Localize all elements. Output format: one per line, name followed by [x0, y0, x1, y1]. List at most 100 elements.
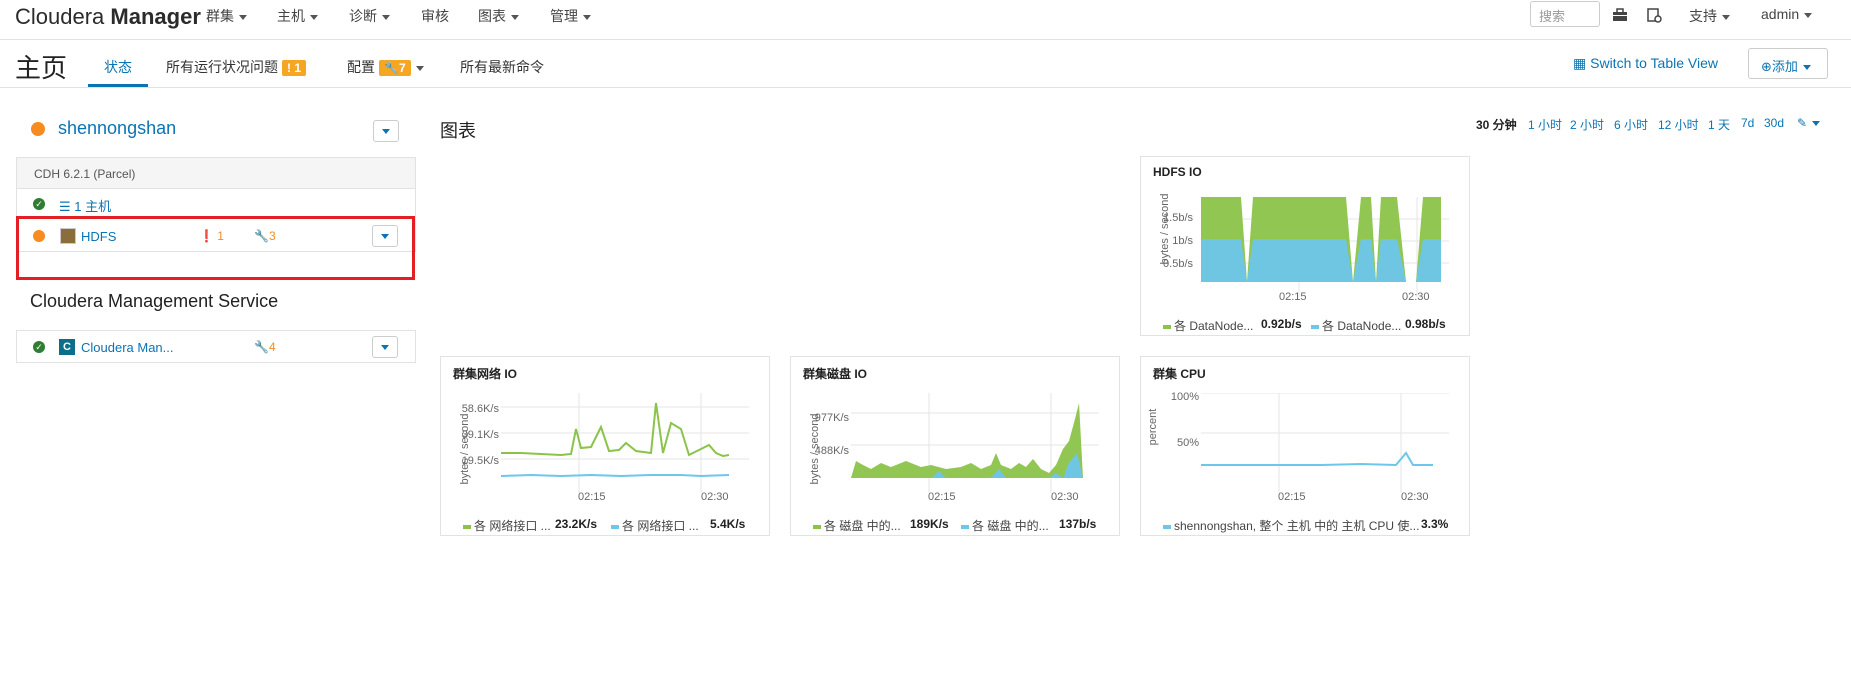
chevron-down-icon	[511, 14, 519, 20]
chevron-down-icon	[1812, 121, 1821, 127]
wrench-icon: 🔧	[384, 61, 399, 75]
pencil-icon: ✎	[1797, 116, 1808, 130]
chart-card-network-io[interactable]: 群集网络 IO bytes / second 58.6K/s 39.1K/s 1…	[440, 356, 770, 536]
table-icon: ▦	[1573, 55, 1587, 71]
time-range-30m[interactable]: 30 分钟	[1476, 118, 1517, 132]
brand-logo[interactable]: Cloudera Manager	[15, 4, 201, 29]
line-series-2	[501, 473, 730, 478]
x-tick: 02:15	[578, 491, 606, 503]
service-row-cms: ✓ C Cloudera Man... 🔧4	[16, 330, 416, 363]
area-series-2	[1201, 239, 1441, 282]
time-range-2h[interactable]: 2 小时	[1570, 118, 1605, 132]
hosts-row: ✓ ☰ 1 主机	[16, 188, 416, 218]
cms-title: Cloudera Management Service	[30, 291, 279, 311]
legend-item: 各 网络接口 ...	[611, 517, 699, 534]
hdfs-config-issues[interactable]: 🔧3	[254, 229, 276, 243]
chevron-down-icon	[382, 129, 390, 134]
y-tick: 0.5b/s	[1163, 258, 1193, 270]
time-range-12h[interactable]: 12 小时	[1658, 118, 1699, 132]
health-issues-badge: ! 1	[282, 60, 307, 76]
y-tick: 19.5K/s	[461, 455, 499, 467]
tab-recent-commands[interactable]: 所有最新命令	[460, 59, 544, 75]
chart-card-cpu[interactable]: 群集 CPU percent 100% 50% 02:15 02:30 shen…	[1140, 356, 1470, 536]
cms-link[interactable]: Cloudera Man...	[81, 340, 174, 355]
time-range-1d[interactable]: 1 天	[1708, 118, 1731, 132]
legend-value: 23.2K/s	[555, 517, 598, 531]
time-range-1h[interactable]: 1 小时	[1528, 118, 1563, 132]
service-status-icon	[33, 230, 45, 242]
legend-swatch	[1163, 324, 1171, 329]
charts-section-title: 图表	[440, 121, 476, 141]
hosts-link[interactable]: ☰ 1 主机	[59, 199, 112, 214]
menu-admin[interactable]: 管理	[550, 6, 591, 26]
tab-status[interactable]: 状态	[104, 59, 132, 75]
tab-health-issues[interactable]: 所有运行状况问题! 1	[166, 57, 307, 77]
chart-plot-area	[501, 393, 749, 493]
legend-swatch	[611, 524, 619, 529]
hdfs-link[interactable]: HDFS	[81, 229, 117, 244]
y-tick: 1.5b/s	[1163, 212, 1193, 224]
time-range-30d[interactable]: 30d	[1764, 116, 1785, 130]
edit-time-range[interactable]: ✎	[1797, 116, 1821, 130]
legend-swatch	[463, 524, 471, 529]
y-tick: 100%	[1170, 391, 1199, 403]
briefcase-icon[interactable]	[1612, 8, 1628, 22]
switch-table-view-link[interactable]: ▦ Switch to Table View	[1573, 55, 1719, 71]
active-tab-indicator	[88, 84, 148, 87]
x-tick: 02:30	[1402, 291, 1430, 303]
chevron-down-icon	[1722, 14, 1730, 20]
hdfs-icon	[60, 228, 76, 244]
legend-value: 189K/s	[910, 517, 949, 531]
highlight-box	[16, 216, 415, 280]
time-range-6h[interactable]: 6 小时	[1614, 118, 1649, 132]
exclamation-circle-icon: ❗	[199, 229, 214, 243]
menu-clusters[interactable]: 群集	[206, 6, 247, 26]
y-tick: 1b/s	[1172, 235, 1193, 247]
search-input[interactable]: 搜索	[1530, 1, 1600, 27]
chevron-down-icon	[415, 65, 424, 71]
y-tick: 58.6K/s	[461, 403, 499, 415]
hdfs-actions-dropdown[interactable]	[372, 225, 398, 247]
menu-user[interactable]: admin	[1761, 6, 1813, 22]
legend-swatch	[813, 524, 821, 529]
menu-support[interactable]: 支持	[1689, 6, 1730, 26]
exclamation-icon: !	[287, 61, 291, 75]
chart-plot-area	[851, 393, 1099, 493]
add-button[interactable]: ⊕添加	[1748, 48, 1828, 79]
commands-icon[interactable]	[1646, 7, 1662, 23]
chevron-down-icon	[310, 14, 318, 20]
check-icon: ✓	[33, 198, 45, 210]
chevron-down-icon	[381, 345, 389, 350]
chart-card-disk-io[interactable]: 群集磁盘 IO bytes / second 977K/s 488K/s 02:…	[790, 356, 1120, 536]
menu-hosts[interactable]: 主机	[277, 6, 318, 26]
cms-config-issues[interactable]: 🔧4	[254, 340, 276, 354]
x-tick: 02:30	[1051, 491, 1079, 503]
cms-actions-dropdown[interactable]	[372, 336, 398, 358]
chart-title: 群集 CPU	[1153, 367, 1206, 381]
chevron-down-icon	[381, 234, 389, 239]
cluster-name-link[interactable]: shennongshan	[58, 118, 177, 138]
legend-swatch	[1163, 524, 1171, 529]
config-issues-badge: 🔧7	[379, 60, 411, 76]
menu-audits[interactable]: 审核	[421, 8, 449, 24]
menu-charts[interactable]: 图表	[478, 6, 519, 26]
legend-swatch	[961, 524, 969, 529]
chart-title: HDFS IO	[1153, 165, 1202, 179]
sub-navbar	[0, 40, 1851, 88]
chart-title: 群集磁盘 IO	[803, 367, 868, 381]
y-tick: 977K/s	[814, 412, 849, 424]
legend-item: shennongshan, 整个 主机 中的 主机 CPU 使...	[1163, 517, 1419, 534]
cluster-actions-dropdown[interactable]	[373, 120, 399, 142]
y-tick: 39.1K/s	[461, 429, 499, 441]
chart-card-hdfs-io[interactable]: HDFS IO bytes / second 1.5b/s 1b/s 0.5b/…	[1140, 156, 1470, 336]
tab-configuration[interactable]: 配置 🔧7	[347, 57, 424, 77]
legend-value: 0.92b/s	[1261, 317, 1302, 331]
legend-swatch	[1311, 324, 1319, 329]
chart-plot-area	[1201, 197, 1449, 297]
menu-diagnostics[interactable]: 诊断	[349, 6, 390, 26]
time-range-7d[interactable]: 7d	[1741, 116, 1755, 130]
legend-value: 3.3%	[1421, 517, 1449, 531]
x-tick: 02:15	[928, 491, 956, 503]
y-axis-label: bytes / second	[1159, 193, 1171, 265]
hdfs-health-issues[interactable]: ❗ 1	[199, 229, 224, 243]
